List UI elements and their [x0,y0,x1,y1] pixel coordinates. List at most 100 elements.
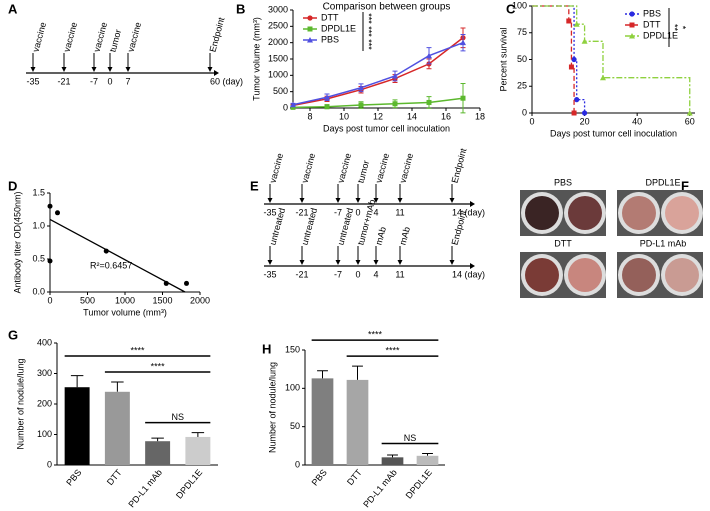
marker [566,18,572,24]
y-axis-title: Percent survival [498,27,508,91]
y-tick-label: 1.5 [32,187,45,197]
x-tick-label: PD-L1 mAb [126,467,164,509]
event-label: vaccine [126,21,144,53]
series-line [292,41,464,106]
marker [568,64,574,70]
marker [426,99,432,105]
legend-marker [629,33,635,39]
event-arrowhead [30,67,36,72]
marker [358,102,364,108]
bar [311,378,334,465]
legend-label: PBS [643,8,661,18]
fit-line [49,218,186,293]
x-axis-title: Tumor volume (mm³) [83,307,167,317]
bar [381,457,404,465]
bar [416,455,439,465]
day-label: 0 [355,207,360,217]
legend-marker [307,15,313,21]
error-bar [387,454,398,458]
lung [568,258,602,292]
comparison-label: **** [385,345,400,355]
x-tick-label: 1000 [115,295,135,305]
marker [290,104,296,110]
day-label: 11 [395,207,404,217]
x-tick-label: 16 [441,111,451,121]
legend-marker [629,22,635,28]
event-label: vaccine [92,21,110,53]
lung [568,196,602,230]
chart: B Comparison between groups 0 500 1000 1500 20… [236,1,485,133]
legend-label: PBS [321,34,339,44]
day-label: 14 (day) [452,269,485,279]
marker [358,84,364,91]
marker [574,97,580,103]
day-label: 0 [107,76,112,86]
day-label: -7 [334,269,342,279]
significance-label: *** [364,26,374,37]
y-tick-label: 500 [273,86,288,96]
y-tick-label: 50 [517,54,527,64]
event-arrowhead [397,198,403,203]
significance-label: *** [364,39,374,50]
day-label: 4 [373,207,378,217]
marker [324,94,330,100]
marker [581,110,588,116]
marker [290,101,296,108]
day-label: -7 [90,76,98,86]
legend-label: DPDL1E [321,23,356,33]
comparison-label: **** [368,329,383,339]
x-tick-label: 40 [632,116,642,126]
event-arrowhead [335,198,341,203]
lung [525,196,559,230]
day-label: -21 [295,269,308,279]
event-label: Endpoint [450,147,469,184]
marker [392,101,398,107]
event-arrowhead [61,67,67,72]
point [47,203,53,209]
bar [104,391,130,465]
panel-label: C [506,1,516,16]
point [184,280,189,286]
legend-marker [629,11,635,17]
day-label: 60 (day) [210,76,243,86]
chart: D 0.0 0.5 1.0 1.5 0 500 1000 1500 2000 Tumor volum… [8,178,210,317]
event-arrowhead [91,67,97,72]
event-arrowhead [355,198,361,203]
x-tick-label: 1500 [152,295,172,305]
series-line [292,37,464,107]
panel-label: A [8,1,18,16]
day-label: 11 [395,269,404,279]
x-tick-label: DPDL1E [404,467,434,500]
event-label: tumor [356,159,372,184]
marker [426,52,432,59]
event-arrowhead [373,198,379,203]
series-line [292,97,464,109]
x-tick-label: 10 [339,111,349,121]
event-arrowhead [299,260,305,265]
event-arrowhead [449,198,455,203]
annotation: R²=0.6457 [90,260,132,270]
y-tick-label: 100 [37,429,52,439]
y-tick-label: 0.0 [32,286,45,296]
event-label: vaccine [31,21,49,53]
event-label: Endpoint [208,16,227,53]
photo-label: PBS [554,177,572,187]
error-bar [422,453,433,456]
y-tick-label: 150 [285,344,300,354]
x-tick-label: 14 [407,111,417,121]
day-label: 4 [373,269,378,279]
day-label: -7 [334,207,342,217]
x-tick-label: DTT [105,467,124,487]
x-tick-label: 2000 [190,295,210,305]
y-tick-label: 3000 [268,4,288,14]
photo-label: DPDL1E [645,177,680,187]
y-axis-title: Antibody titer OD(450nm) [12,191,22,293]
panel-label: D [8,178,17,193]
marker [571,110,577,116]
event-arrowhead [267,260,273,265]
error-bar [317,370,328,379]
photo-panel: F PBS DPDL1E DTT PD-L1 mAb [520,177,703,298]
marker [599,74,606,81]
